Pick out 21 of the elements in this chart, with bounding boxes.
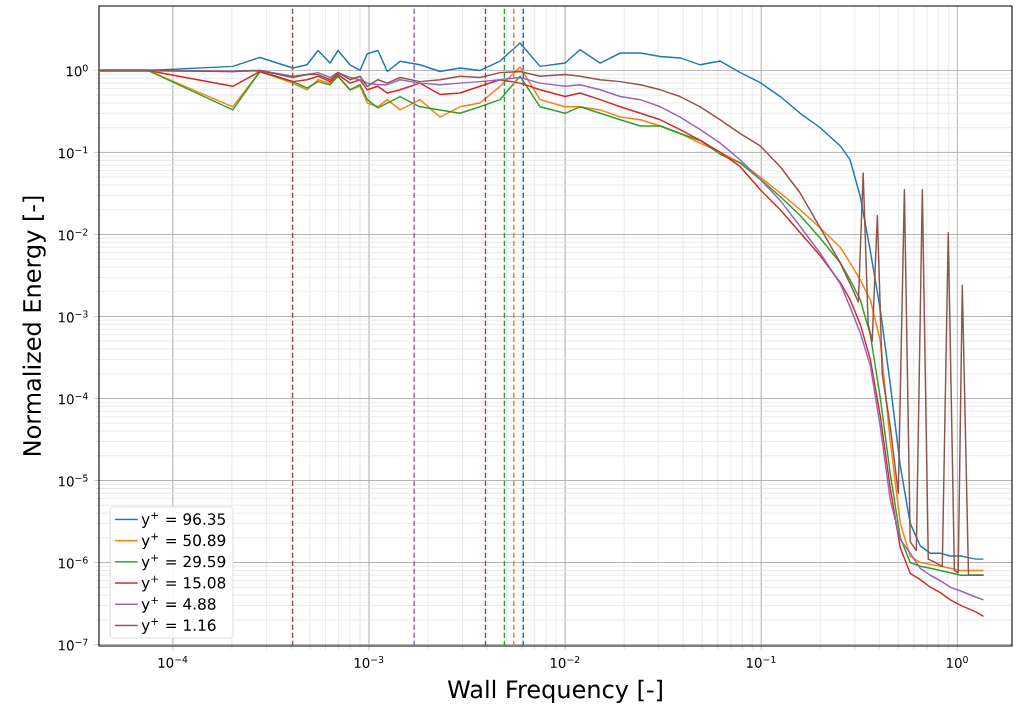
y-tick-label: 10$^{0}$ xyxy=(66,64,88,77)
y-tick-label: 10$^{−4}$ xyxy=(59,392,88,405)
y-tick-label: 10$^{−3}$ xyxy=(59,310,88,323)
y-tick-label: 10$^{−6}$ xyxy=(59,556,88,569)
y-tick-label: 10$^{−2}$ xyxy=(59,228,88,241)
legend-label: y$^{+}$ = 96.35 xyxy=(141,512,225,528)
y-axis-title: Normalized Energy [-] xyxy=(22,196,46,456)
x-tick-label: 10$^{−2}$ xyxy=(550,656,580,668)
x-tick-label: 10$^{−4}$ xyxy=(158,656,188,668)
legend-label: y$^{+}$ = 1.16 xyxy=(141,618,216,634)
y-tick-label: 10$^{−5}$ xyxy=(59,474,88,487)
legend-label: y$^{+}$ = 15.08 xyxy=(141,575,226,592)
legend-label: y$^{+}$ = 29.59 xyxy=(141,554,226,571)
legend-label: y$^{+}$ = 4.88 xyxy=(141,596,216,613)
x-tick-label: 10$^{−3}$ xyxy=(354,656,384,668)
y-tick-label: 10$^{−7}$ xyxy=(59,638,88,651)
x-tick-label: 10$^{0}$ xyxy=(947,656,968,668)
x-tick-label: 10$^{−1}$ xyxy=(746,656,776,668)
legend-label: y$^{+}$ = 50.89 xyxy=(141,533,226,550)
y-tick-label: 10$^{−1}$ xyxy=(59,146,88,159)
x-axis-title: Wall Frequency [-] xyxy=(447,679,662,704)
